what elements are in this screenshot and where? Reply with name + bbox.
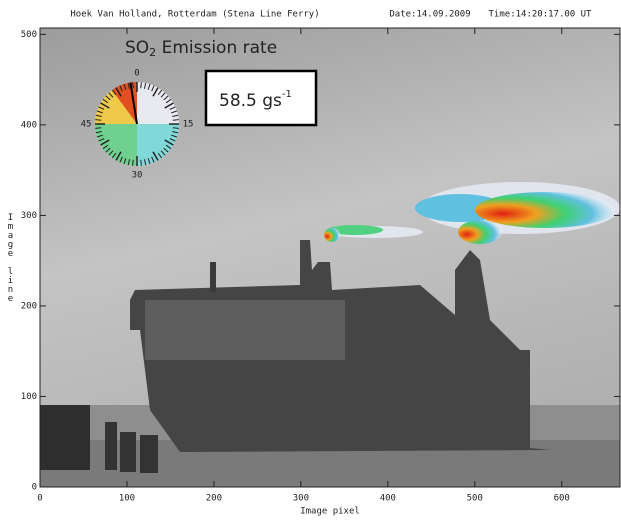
x-tick-label: 300 [293, 494, 309, 504]
gauge-label: 45 [81, 120, 92, 130]
header-time: Time:14:20:17.00 UT [489, 10, 593, 20]
x-tick-label: 0 [37, 494, 42, 504]
header-date: Date:14.09.2009 [389, 10, 470, 20]
gauge-tick [95, 120, 101, 121]
title-main: SO [125, 38, 149, 58]
gauge-tick [133, 160, 134, 166]
x-tick-label: 100 [119, 494, 135, 504]
x-axis-label: Image pixel [300, 507, 360, 517]
x-tick-label: 400 [380, 494, 396, 504]
gauge-tick [141, 82, 142, 88]
gauge-label: 30 [132, 171, 143, 181]
y-tick-label: 300 [21, 211, 37, 221]
rate-unit: gs [262, 91, 282, 111]
chart: Hoek Van Holland, Rotterdam (Stena Line … [0, 0, 621, 521]
title-rest: Emission rate [156, 38, 277, 58]
gauge-label: 0 [134, 69, 139, 79]
y-tick-label: 500 [21, 30, 37, 40]
rate-value: 58.5 [219, 91, 257, 111]
x-tick-label: 600 [554, 494, 570, 504]
gauge-label: 15 [183, 120, 194, 130]
y-tick-label: 200 [21, 301, 37, 311]
y-tick-label: 0 [32, 483, 37, 493]
title-subscript: 2 [149, 46, 156, 59]
title: SO2 Emission rate [125, 38, 277, 59]
gauge-tick [141, 160, 142, 166]
y-tick-label: 400 [21, 120, 37, 130]
y-tick-label: 100 [21, 392, 37, 402]
rate-exponent: -1 [282, 89, 292, 100]
gauge-tick [95, 128, 101, 129]
y-axis-label: Image line [6, 213, 16, 303]
header-location: Hoek Van Holland, Rotterdam (Stena Line … [70, 10, 319, 20]
gauge-tick [133, 82, 134, 88]
x-tick-label: 200 [206, 494, 222, 504]
rate-text: 58.5 gs-1 [219, 89, 292, 111]
gauge-tick [173, 128, 179, 129]
gauge-tick [173, 120, 179, 121]
x-tick-label: 500 [467, 494, 483, 504]
